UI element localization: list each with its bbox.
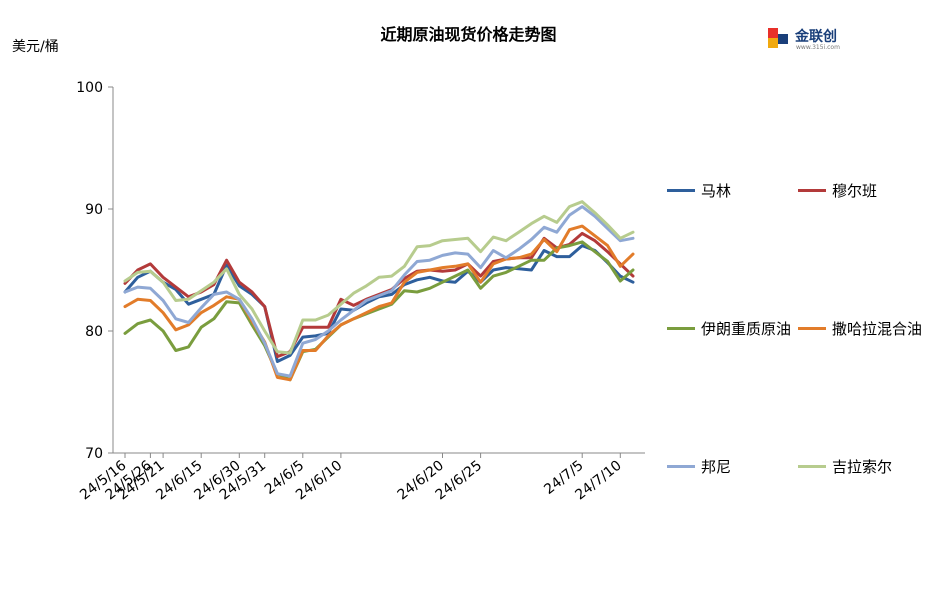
legend-label: 马林 — [701, 182, 732, 200]
legend-swatch — [667, 465, 695, 468]
y-tick-label: 70 — [85, 446, 103, 462]
series-line-4 — [123, 224, 635, 382]
legend-swatch — [798, 465, 826, 468]
legend-swatch — [798, 189, 826, 192]
y-tick-label: 100 — [76, 80, 103, 96]
brand-logo-icon — [768, 28, 788, 48]
y-axis-unit-label: 美元/桶 — [12, 39, 59, 55]
legend-swatch — [798, 327, 826, 330]
brand-logo-url: www.315i.com — [796, 44, 840, 51]
legend-label: 伊朗重质原油 — [701, 320, 792, 338]
legend-label: 穆尔班 — [832, 182, 878, 200]
series-line-3 — [123, 240, 635, 382]
legend-label: 撒哈拉混合油 — [832, 320, 923, 338]
series-line-5 — [123, 205, 635, 378]
brand-logo-name: 金联创 — [795, 29, 837, 45]
y-tick-label: 90 — [85, 202, 103, 218]
brand-logo: 金联创 www.315i.com — [765, 24, 855, 54]
series-line-6 — [123, 200, 635, 355]
legend-swatch — [667, 327, 695, 330]
series-line-1 — [123, 244, 635, 363]
legend-swatch — [667, 189, 695, 192]
chart-title: 近期原油现货价格走势图 — [380, 25, 557, 44]
y-tick-label: 80 — [85, 324, 103, 340]
legend-label: 邦尼 — [701, 458, 732, 476]
legend-label: 吉拉索尔 — [832, 458, 893, 476]
